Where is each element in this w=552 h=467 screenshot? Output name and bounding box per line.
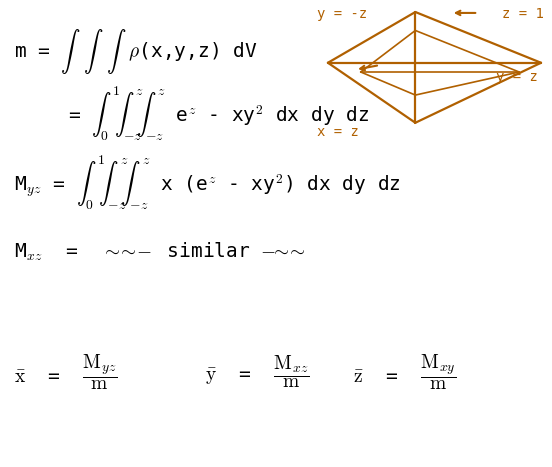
Text: $\bar{\mathrm{z}}$  =  $\dfrac{\mathrm{M}_{xy}}{\mathrm{m}}$: $\bar{\mathrm{z}}$ = $\dfrac{\mathrm{M}_… bbox=[353, 352, 456, 391]
Text: $\bar{\mathrm{x}}$  =  $\dfrac{\mathrm{M}_{yz}}{\mathrm{m}}$: $\bar{\mathrm{x}}$ = $\dfrac{\mathrm{M}_… bbox=[14, 352, 118, 391]
Text: = $\int_0^1\!\!\int_{-z}^{z}\!\!\int_{-z}^{z}$ e$^z$ - xy$^2$ dx dy dz: = $\int_0^1\!\!\int_{-z}^{z}\!\!\int_{-z… bbox=[68, 84, 370, 143]
Text: x = z: x = z bbox=[317, 125, 359, 139]
Text: y = z: y = z bbox=[496, 70, 538, 84]
Text: $\bar{\mathrm{y}}$  =  $\dfrac{\mathrm{M}_{xz}}{\mathrm{m}}$: $\bar{\mathrm{y}}$ = $\dfrac{\mathrm{M}_… bbox=[205, 354, 310, 390]
Text: m = $\int$ $\int$ $\int$ $\rho$(x,y,z) dV: m = $\int$ $\int$ $\int$ $\rho$(x,y,z) d… bbox=[14, 27, 257, 76]
Text: z = 1: z = 1 bbox=[502, 7, 544, 21]
Text: y = -z: y = -z bbox=[317, 7, 367, 21]
Text: M$_{xz}$  =  $\sim\!\!\sim\!\!-$ similar $-\!\!\sim\!\!\sim$: M$_{xz}$ = $\sim\!\!\sim\!\!-$ similar $… bbox=[14, 241, 305, 263]
Text: M$_{yz}$ = $\int_0^1\!\!\int_{-z}^{z}\!\!\int_{-z}^{z}$ x (e$^z$ - xy$^2$) dx dy: M$_{yz}$ = $\int_0^1\!\!\int_{-z}^{z}\!\… bbox=[14, 153, 401, 212]
